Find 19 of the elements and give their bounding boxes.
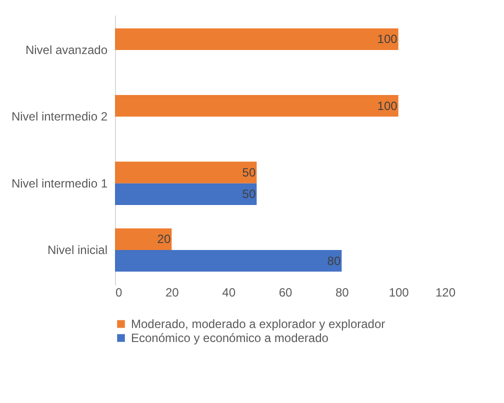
data-label: 50 bbox=[242, 187, 256, 202]
data-label: 100 bbox=[377, 32, 398, 46]
data-label: 50 bbox=[242, 166, 256, 180]
data-label: 100 bbox=[377, 98, 398, 113]
y-tick-label: Nivel intermedio 1 bbox=[11, 176, 108, 190]
x-tick-label: 40 bbox=[222, 286, 236, 300]
x-tick-label: 0 bbox=[116, 286, 122, 300]
x-tick-label: 120 bbox=[435, 286, 456, 300]
y-tick-label: Nivel inicial bbox=[47, 243, 108, 257]
x-tick-label: 100 bbox=[388, 286, 410, 300]
data-label: 20 bbox=[157, 232, 171, 246]
legend-label: Moderado, moderado a explorador y explorador bbox=[131, 317, 386, 331]
y-tick-label: Nivel avanzado bbox=[25, 43, 108, 57]
y-tick-label: Nivel intermedio 2 bbox=[11, 110, 108, 124]
legend-label: Económico y económico a moderado bbox=[131, 331, 329, 345]
x-tick-label: 20 bbox=[165, 286, 180, 300]
x-tick-label: 80 bbox=[335, 286, 350, 300]
x-tick-label: 60 bbox=[278, 286, 292, 300]
data-label: 80 bbox=[327, 254, 341, 268]
